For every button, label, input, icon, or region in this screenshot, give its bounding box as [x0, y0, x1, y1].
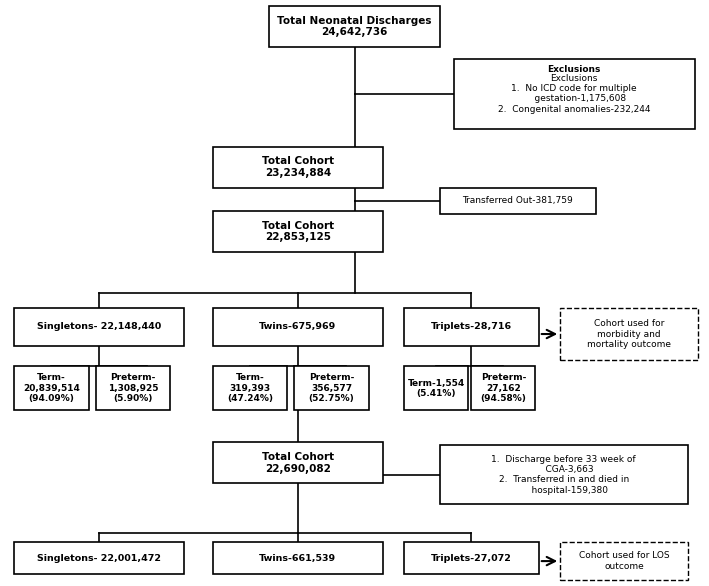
FancyBboxPatch shape [404, 542, 539, 574]
Text: Preterm-
1,308,925
(5.90%): Preterm- 1,308,925 (5.90%) [108, 373, 158, 403]
FancyBboxPatch shape [269, 6, 440, 47]
FancyBboxPatch shape [14, 366, 89, 410]
FancyBboxPatch shape [560, 542, 688, 580]
Text: Total Cohort
23,234,884: Total Cohort 23,234,884 [262, 156, 334, 178]
Text: Twins-675,969: Twins-675,969 [259, 322, 336, 331]
Text: Total Cohort
22,853,125: Total Cohort 22,853,125 [262, 221, 334, 242]
Text: Preterm-
356,577
(52.75%): Preterm- 356,577 (52.75%) [308, 373, 354, 403]
Text: Triplets-28,716: Triplets-28,716 [431, 322, 512, 331]
FancyBboxPatch shape [96, 366, 170, 410]
Text: Term-1,554
(5.41%): Term-1,554 (5.41%) [408, 379, 464, 398]
FancyBboxPatch shape [213, 542, 383, 574]
FancyBboxPatch shape [213, 146, 383, 188]
FancyBboxPatch shape [440, 188, 596, 214]
Text: Preterm-
27,162
(94.58%): Preterm- 27,162 (94.58%) [481, 373, 526, 403]
FancyBboxPatch shape [404, 366, 468, 410]
FancyBboxPatch shape [213, 211, 383, 252]
Text: 1.  Discharge before 33 week of
    CGA-3,663
2.  Transferred in and died in
   : 1. Discharge before 33 week of CGA-3,663… [491, 455, 636, 495]
FancyBboxPatch shape [294, 366, 369, 410]
FancyBboxPatch shape [14, 308, 184, 346]
Text: Exclusions: Exclusions [547, 64, 601, 74]
FancyBboxPatch shape [14, 542, 184, 574]
Text: Cohort used for LOS
outcome: Cohort used for LOS outcome [579, 551, 669, 571]
Text: Triplets-27,072: Triplets-27,072 [431, 554, 512, 563]
Text: Singletons- 22,148,440: Singletons- 22,148,440 [37, 322, 162, 331]
Text: Total Neonatal Discharges
24,642,736: Total Neonatal Discharges 24,642,736 [277, 16, 432, 37]
Text: Total Cohort
22,690,082: Total Cohort 22,690,082 [262, 452, 334, 473]
FancyBboxPatch shape [213, 308, 383, 346]
Text: Cohort used for
morbidity and
mortality outcome: Cohort used for morbidity and mortality … [587, 319, 671, 349]
FancyBboxPatch shape [440, 445, 688, 504]
Text: Twins-661,539: Twins-661,539 [259, 554, 336, 563]
Text: Singletons- 22,001,472: Singletons- 22,001,472 [38, 554, 161, 563]
FancyBboxPatch shape [471, 366, 535, 410]
FancyBboxPatch shape [213, 366, 287, 410]
FancyBboxPatch shape [404, 308, 539, 346]
Text: Transferred Out-381,759: Transferred Out-381,759 [462, 196, 573, 205]
FancyBboxPatch shape [560, 308, 698, 360]
Text: Exclusions
1.  No ICD code for multiple
    gestation-1,175,608
2.  Congenital a: Exclusions 1. No ICD code for multiple g… [498, 74, 651, 114]
Text: Term-
319,393
(47.24%): Term- 319,393 (47.24%) [227, 373, 273, 403]
FancyBboxPatch shape [454, 59, 695, 129]
FancyBboxPatch shape [213, 442, 383, 483]
Text: Term-
20,839,514
(94.09%): Term- 20,839,514 (94.09%) [23, 373, 80, 403]
